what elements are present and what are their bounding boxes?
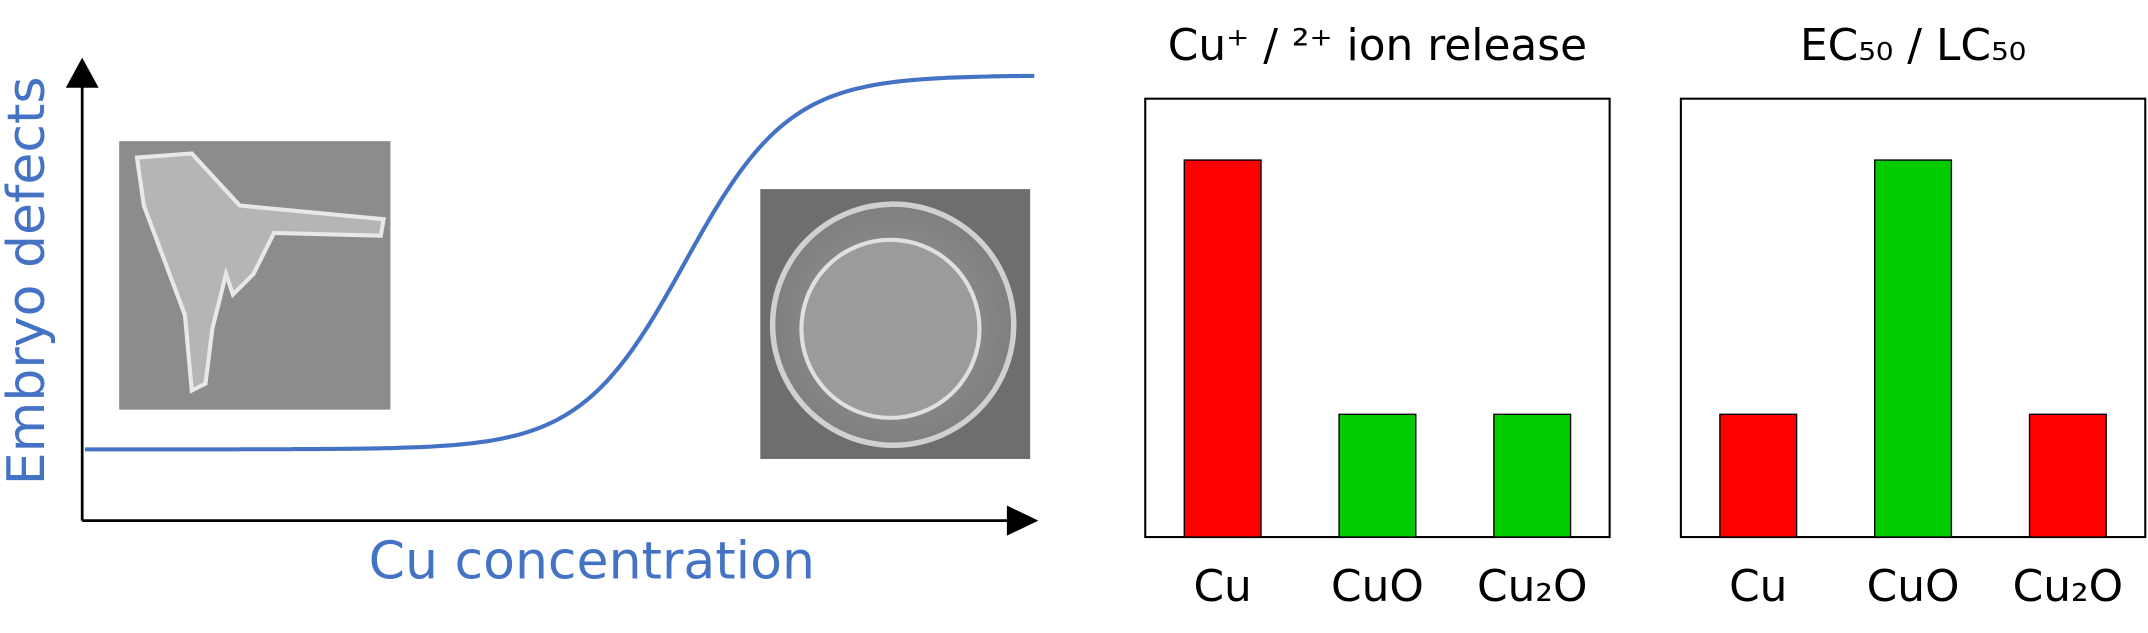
- x-tick-label: CuO: [1331, 561, 1424, 612]
- x-axis-label: Cu concentration: [369, 531, 815, 591]
- x-tick-label: CuO: [1867, 561, 1960, 612]
- y-axis-label: Embryo defects: [0, 76, 57, 485]
- bar: [1719, 413, 1798, 538]
- curve: [84, 73, 1035, 452]
- chart-title: Cu⁺ / ²⁺ ion release: [1168, 20, 1587, 71]
- chart-title: EC₅₀ / LC₅₀: [1800, 20, 2026, 71]
- embryo-shape: [799, 237, 982, 420]
- bar: [1338, 413, 1417, 538]
- x-tick-label: Cu: [1193, 561, 1251, 612]
- x-tick-label: Cu: [1729, 561, 1787, 612]
- bar: [1874, 159, 1953, 538]
- x-tick-label: Cu₂O: [2013, 561, 2123, 612]
- bar: [1183, 159, 1262, 538]
- x-tick-label: Cu₂O: [1477, 561, 1587, 612]
- bar: [1493, 413, 1572, 538]
- x-arrow: [1006, 505, 1039, 536]
- bar: [2028, 413, 2107, 538]
- embryo-shape: [134, 151, 386, 394]
- y-arrow: [65, 57, 99, 88]
